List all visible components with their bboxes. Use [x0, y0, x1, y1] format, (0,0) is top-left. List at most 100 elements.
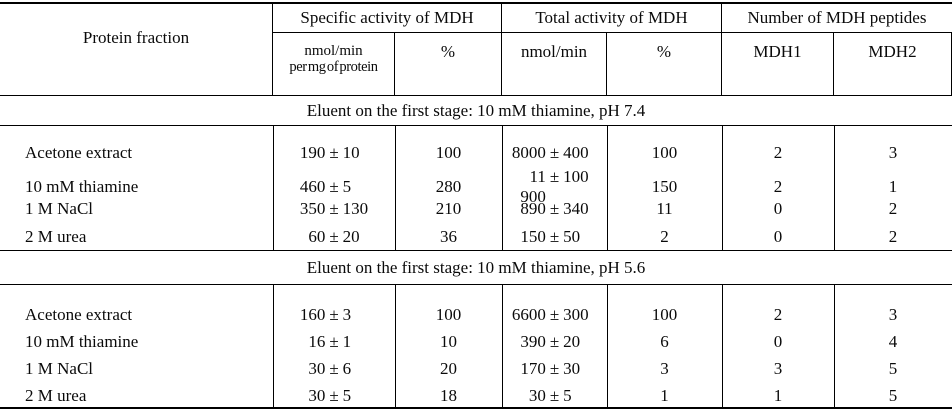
column-divider [394, 126, 396, 250]
column-header-mdh2: MDH2 [834, 33, 952, 95]
column-divider [721, 285, 723, 407]
plus-minus-sign: ± [329, 177, 339, 196]
cell-mdh2-peptides: 5 [888, 358, 898, 378]
cell-specific-activity-percent: 18 [440, 385, 457, 405]
cell-specific-activity: 30 ±5 [273, 386, 395, 406]
cell-protein-fraction: 2 M urea [25, 385, 87, 405]
error-value: 3 [342, 304, 352, 324]
table-row: Acetone extract 160 ±3 100 6600 ±300 100 2 3 [0, 301, 952, 328]
error-value: 5 [342, 385, 352, 405]
cell-total-activity: 390 ±20 [502, 332, 607, 352]
cell-total-activity-percent: 100 [651, 304, 678, 324]
value: 150 [520, 227, 546, 246]
column-header-specific-percent: % [395, 33, 502, 95]
cell-specific-activity-percent: 210 [435, 199, 462, 218]
error-value: 340 [563, 199, 589, 218]
section-title-ph-7-4: Eluent on the first stage: 10 mM thiamin… [0, 96, 952, 126]
cell-total-activity: 30 ±5 [502, 386, 607, 406]
column-divider [272, 285, 274, 407]
plus-minus-sign: ± [329, 227, 339, 246]
cell-total-activity: 8000 ±400 [502, 143, 607, 163]
cell-mdh1-peptides: 1 [773, 385, 783, 405]
cell-specific-activity-percent: 10 [440, 331, 457, 351]
value: 390 [520, 331, 546, 351]
plus-minus-sign: ± [329, 304, 339, 324]
column-divider [721, 126, 723, 250]
error-value: 5 [563, 385, 572, 405]
cell-specific-activity: 460 ±5 [273, 177, 395, 197]
error-value: 20 [342, 227, 360, 246]
value: 350 [299, 199, 326, 218]
table-row: 10 mM thiamine 460 ±5 280 11 900 ±100 150 2 1 [0, 167, 952, 206]
cell-total-activity-percent: 150 [651, 177, 678, 196]
plus-minus-sign: ± [549, 167, 560, 186]
value: 8000 [511, 143, 546, 162]
column-group-mdh-peptides: Number of MDH peptides [722, 4, 952, 33]
cell-total-activity: 890 ±340 [502, 199, 607, 219]
value: 160 [299, 304, 326, 324]
cell-total-activity-percent: 3 [660, 358, 669, 378]
cell-mdh1-peptides: 2 [773, 304, 783, 324]
table-row: Acetone extract 190 ±10 100 8000 ±400 100 2 3 [0, 139, 952, 167]
column-group-specific-activity: Specific activity of MDH [273, 4, 502, 33]
cell-total-activity-percent: 11 [656, 199, 673, 218]
cell-total-activity-percent: 1 [660, 385, 669, 405]
cell-specific-activity-percent: 20 [440, 358, 457, 378]
value: 30 [528, 385, 546, 405]
value: 11 900 [520, 167, 546, 206]
cell-mdh2-peptides: 4 [888, 331, 898, 351]
cell-mdh2-peptides: 3 [888, 304, 898, 324]
column-header-total-percent: % [607, 33, 722, 95]
cell-mdh2-peptides: 2 [888, 199, 898, 218]
value: 890 [520, 199, 546, 218]
cell-total-activity: 6600 ±300 [502, 305, 607, 325]
section-rows-ph-7-4: Acetone extract 190 ±10 100 8000 ±400 100 2 3 10 … [0, 126, 952, 251]
cell-protein-fraction: 10 mM thiamine [25, 331, 139, 351]
cell-specific-activity: 30 ±6 [273, 359, 395, 379]
cell-specific-activity-percent: 36 [440, 227, 457, 246]
table-row: 1 M NaCl 350 ±130 210 890 ±340 11 0 2 [0, 195, 952, 223]
cell-specific-activity: 190 ±10 [273, 143, 395, 163]
plus-minus-sign: ± [549, 385, 560, 405]
plus-minus-sign: ± [549, 331, 560, 351]
column-divider [833, 285, 835, 407]
column-divider [272, 126, 274, 250]
cell-mdh1-peptides: 2 [773, 143, 783, 162]
cell-mdh2-peptides: 1 [888, 177, 898, 196]
cell-specific-activity: 16 ±1 [273, 332, 395, 352]
error-value: 50 [563, 227, 581, 246]
error-value: 10 [342, 143, 360, 162]
table-row: 2 M urea 30 ±5 18 30 ±5 1 1 5 [0, 382, 952, 407]
column-header-total-nmol: nmol/min [502, 33, 607, 95]
cell-specific-activity: 350 ±130 [273, 199, 395, 219]
cell-total-activity-percent: 6 [660, 331, 669, 351]
column-header-mdh1: MDH1 [722, 33, 834, 95]
value: 30 [308, 385, 326, 405]
cell-total-activity: 150 ±50 [502, 227, 607, 247]
plus-minus-sign: ± [549, 358, 560, 378]
error-value: 20 [563, 331, 581, 351]
plus-minus-sign: ± [329, 385, 339, 405]
column-divider [501, 285, 503, 407]
value: 60 [308, 227, 326, 246]
value: 16 [308, 331, 326, 351]
cell-mdh1-peptides: 0 [773, 199, 783, 218]
cell-specific-activity-percent: 100 [435, 143, 462, 162]
error-value: 400 [563, 143, 589, 162]
cell-specific-activity: 60 ±20 [273, 227, 395, 247]
column-divider [394, 285, 396, 407]
column-divider [833, 126, 835, 250]
cell-mdh2-peptides: 2 [888, 227, 898, 246]
plus-minus-sign: ± [329, 331, 339, 351]
column-divider [606, 285, 608, 407]
cell-total-activity-percent: 100 [651, 143, 678, 162]
column-divider [501, 126, 503, 250]
plus-minus-sign: ± [549, 143, 560, 162]
table-header: Protein fraction Specific activity of MD… [0, 2, 952, 96]
error-value: 1 [342, 331, 352, 351]
column-header-specific-nmol: nmol/min per mg of protein [273, 33, 395, 95]
section-rows-ph-5-6: Acetone extract 160 ±3 100 6600 ±300 100 2 3 10 m… [0, 285, 952, 409]
mdh-activity-table: Protein fraction Specific activity of MD… [0, 2, 952, 409]
cell-mdh1-peptides: 2 [773, 177, 783, 196]
error-value: 30 [563, 358, 581, 378]
